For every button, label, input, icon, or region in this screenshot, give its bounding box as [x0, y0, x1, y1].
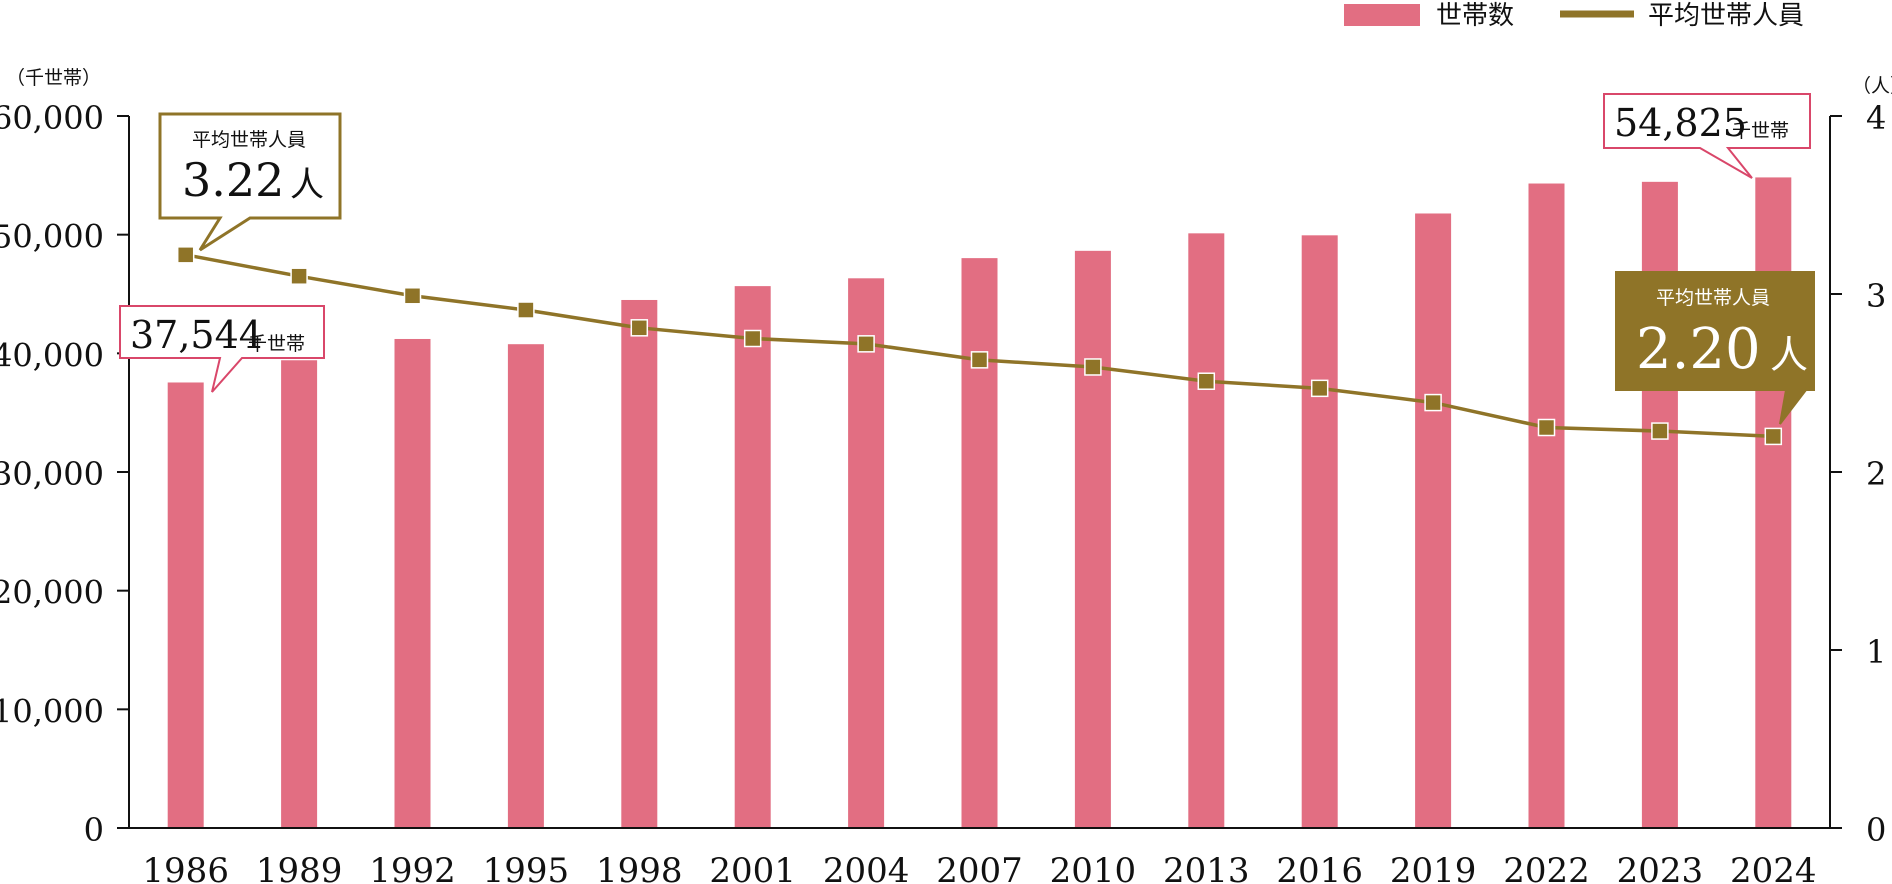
callout-last-bar-unit: 千世帯 [1732, 120, 1789, 142]
callout-first-line-value: 3.22 [182, 153, 284, 207]
line-marker-2024 [1764, 427, 1783, 446]
left-tick-label: 40,000 [0, 336, 104, 374]
bar-1998 [621, 299, 658, 828]
left-tick-label: 10,000 [0, 692, 104, 730]
callout-first-bar-value: 37,544 [130, 313, 263, 357]
bar-2010 [1074, 250, 1111, 828]
left-tick-label: 20,000 [0, 574, 104, 612]
x-tick-label: 2024 [1730, 851, 1817, 884]
line-marker-1986 [176, 246, 195, 264]
x-tick-label: 2010 [1050, 851, 1137, 884]
line-series [176, 246, 1783, 446]
line-marker-1995 [517, 301, 535, 319]
bar-2007 [961, 258, 998, 828]
line-marker-2010 [1084, 358, 1102, 376]
bar-2004 [848, 278, 885, 828]
callout-last-bar-box [1603, 93, 1811, 179]
x-tick-label: 2007 [936, 851, 1023, 884]
callout-first-bar-unit: 千世帯 [248, 333, 305, 355]
legend-label-line: 平均世帯人員 [1648, 1, 1804, 31]
x-tick-label: 1992 [369, 851, 456, 884]
line-marker-2019 [1424, 393, 1442, 412]
right-tick-label: 1 [1866, 633, 1886, 671]
right-tick-label: 0 [1866, 811, 1886, 849]
callout-first-line-unit: 人 [290, 165, 324, 205]
x-tick-label: 1995 [483, 851, 570, 884]
x-tick-label: 1986 [142, 851, 229, 884]
left-axis: 0 10,000 20,000 30,000 40,000 50,000 60,000 [0, 99, 129, 849]
callout-first-line: 平均世帯人員 3.22 人 [158, 112, 342, 252]
callout-first-line-label: 平均世帯人員 [192, 129, 306, 151]
callout-last-bar: 54,825 千世帯 [1603, 93, 1811, 179]
line-marker-2007 [970, 351, 989, 369]
bar-2013 [1188, 233, 1225, 829]
line-marker-2023 [1651, 422, 1669, 440]
x-tick-label: 1989 [256, 851, 343, 884]
x-tick-label: 2001 [709, 851, 796, 884]
legend-swatch-bar [1344, 4, 1420, 26]
callout-first-bar-box [119, 305, 325, 393]
right-axis-unit: （人） [1852, 75, 1892, 97]
bar-2019 [1415, 213, 1452, 828]
callout-first-line-box [158, 112, 342, 252]
bar-2001 [734, 286, 771, 828]
legend-label-bar: 世帯数 [1436, 1, 1514, 31]
line-marker-1989 [290, 267, 308, 285]
bar-2022 [1528, 183, 1565, 828]
x-tick-label: 2016 [1276, 851, 1363, 884]
x-tick-label: 2023 [1617, 851, 1704, 884]
right-tick-label: 2 [1866, 455, 1886, 493]
line-marker-2016 [1310, 379, 1329, 398]
x-axis: 1986 1989 1992 1995 1998 2001 2004 2007 2010 2013… [142, 851, 1816, 884]
callout-last-line: 平均世帯人員 2.20 人 [1615, 271, 1815, 425]
callout-last-line-label: 平均世帯人員 [1656, 287, 1770, 309]
line-marker-2013 [1197, 372, 1216, 390]
line-marker-2001 [743, 329, 762, 348]
x-tick-label: 1998 [596, 851, 683, 884]
callout-last-line-box [1615, 271, 1815, 425]
legend: 世帯数 平均世帯人員 [1344, 1, 1804, 31]
callout-first-bar: 37,544 千世帯 [119, 305, 325, 393]
line-marker-2022 [1537, 418, 1556, 437]
bar-1989 [281, 360, 318, 828]
x-tick-label: 2013 [1163, 851, 1250, 884]
bar-series [167, 177, 1792, 829]
bar-1986 [167, 382, 204, 828]
callout-last-line-value: 2.20 [1636, 317, 1761, 382]
x-tick-label: 2022 [1503, 851, 1590, 884]
line-marker-1992 [403, 287, 422, 305]
line-marker-1998 [630, 319, 649, 337]
left-tick-label: 0 [84, 811, 104, 849]
right-axis: 0 1 2 3 4 [1830, 99, 1886, 849]
line-marker-2004 [857, 335, 875, 353]
left-tick-label: 60,000 [0, 99, 104, 137]
callout-last-bar-value: 54,825 [1614, 101, 1747, 145]
left-tick-label: 50,000 [0, 218, 104, 256]
right-tick-label: 3 [1866, 277, 1886, 315]
x-tick-label: 2004 [823, 851, 910, 884]
right-tick-label: 4 [1866, 99, 1886, 137]
bar-1995 [507, 344, 544, 828]
bar-1992 [394, 338, 431, 828]
bar-2016 [1301, 235, 1338, 828]
left-tick-label: 30,000 [0, 455, 104, 493]
left-axis-unit: （千世帯） [6, 67, 101, 89]
x-tick-label: 2019 [1390, 851, 1477, 884]
callout-last-line-unit: 人 [1770, 333, 1808, 377]
